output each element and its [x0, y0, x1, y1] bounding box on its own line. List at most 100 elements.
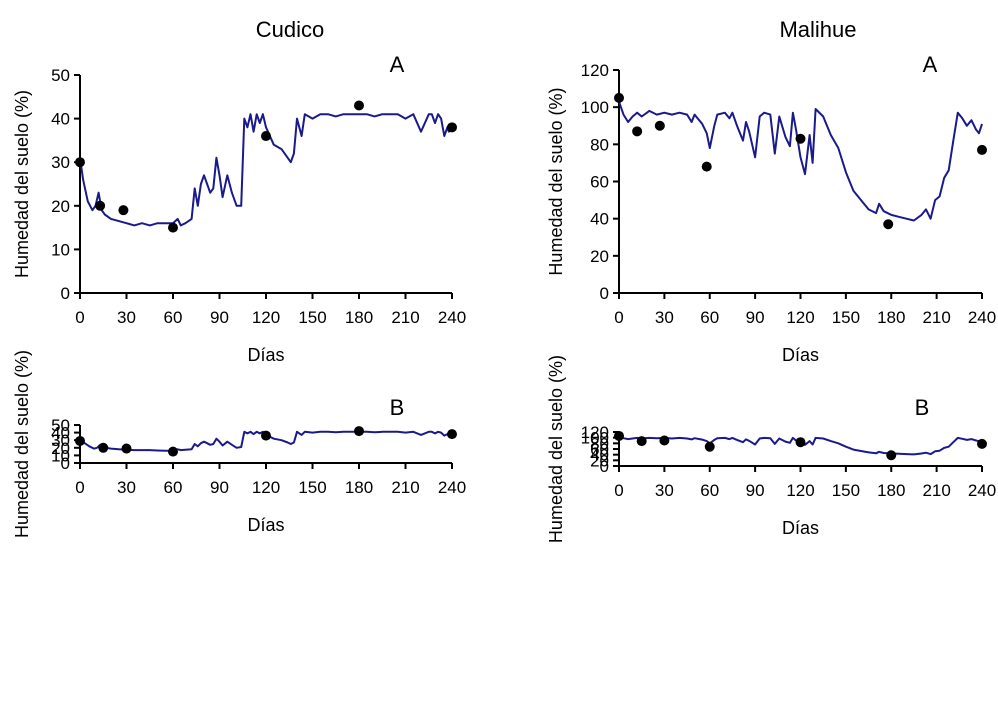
- data-point: [75, 435, 85, 446]
- x-axis-title: Días: [247, 345, 284, 365]
- x-tick-label: 30: [117, 478, 136, 497]
- x-tick-label: 120: [252, 308, 280, 327]
- y-tick-label: 120: [581, 61, 609, 80]
- y-tick-label: 60: [590, 440, 609, 459]
- x-axis-title: Días: [782, 518, 819, 538]
- x-tick-label: 240: [438, 308, 466, 327]
- y-tick-label: 30: [51, 431, 70, 450]
- x-tick-label: 0: [75, 478, 84, 497]
- y-tick-label: 0: [61, 454, 70, 473]
- y-tick-label: 0: [600, 284, 609, 303]
- x-tick-label: 90: [210, 308, 229, 327]
- y-tick-label: 100: [581, 98, 609, 117]
- data-point: [118, 205, 129, 216]
- data-point: [98, 442, 109, 453]
- series-line: [618, 435, 983, 456]
- data-point: [447, 429, 457, 440]
- y-tick-label: 30: [51, 153, 70, 172]
- y-tick-label: 120: [581, 423, 609, 442]
- x-axis-title: Días: [247, 515, 284, 535]
- x-tick-label: 180: [877, 481, 905, 500]
- y-tick-label: 50: [51, 66, 70, 85]
- x-tick-label: 0: [614, 308, 623, 327]
- x-tick-label: 180: [345, 478, 373, 497]
- y-tick-label: 0: [600, 457, 609, 476]
- data-point: [654, 120, 665, 131]
- x-tick-label: 210: [391, 308, 419, 327]
- y-axis-title: Humedad del suelo (%): [546, 87, 566, 275]
- x-tick-label: 30: [655, 308, 674, 327]
- y-tick-label: 100: [581, 429, 609, 448]
- x-tick-label: 0: [614, 481, 623, 500]
- y-tick-label: 80: [590, 434, 609, 453]
- data-point: [701, 161, 712, 172]
- y-axis-title: Humedad del suelo (%): [546, 355, 566, 543]
- x-tick-label: 210: [922, 481, 950, 500]
- y-tick-label: 50: [51, 416, 70, 435]
- x-tick-label: 150: [832, 481, 860, 500]
- data-point: [261, 131, 271, 142]
- panel-label: A: [390, 52, 405, 77]
- data-point: [795, 133, 806, 144]
- series-line: [79, 430, 452, 452]
- panel-label: B: [915, 395, 930, 420]
- data-point: [795, 437, 806, 448]
- chart-malihue-a: 0 20 40 60 80 100 120 0 30 60 90 120 150 180 210 240 Día…: [546, 52, 996, 365]
- data-point: [632, 126, 643, 137]
- panel-label: B: [390, 395, 405, 420]
- y-tick-label: 40: [51, 110, 70, 129]
- data-point: [75, 157, 85, 168]
- y-tick-label: 20: [51, 439, 70, 458]
- data-point: [704, 441, 715, 452]
- data-point: [614, 92, 624, 103]
- data-point: [614, 430, 624, 441]
- data-point: [447, 122, 457, 133]
- data-point: [354, 426, 364, 437]
- data-point: [168, 446, 178, 457]
- x-tick-label: 180: [345, 308, 373, 327]
- y-tick-label: 40: [590, 210, 609, 229]
- x-tick-label: 210: [391, 478, 419, 497]
- x-tick-label: 150: [832, 308, 860, 327]
- x-tick-label: 210: [922, 308, 950, 327]
- y-axis-title: Humedad del suelo (%): [12, 350, 32, 538]
- x-tick-label: 0: [75, 308, 84, 327]
- x-tick-label: 60: [700, 481, 719, 500]
- x-tick-label: 90: [210, 478, 229, 497]
- data-point: [354, 100, 364, 111]
- data-point: [886, 450, 897, 461]
- header-malihue: Malihue: [779, 17, 856, 42]
- y-tick-label: 0: [61, 284, 70, 303]
- x-tick-label: 180: [877, 308, 905, 327]
- x-tick-label: 90: [746, 308, 765, 327]
- data-point: [261, 430, 271, 441]
- x-tick-label: 30: [117, 308, 136, 327]
- y-tick-label: 40: [590, 446, 609, 465]
- x-tick-label: 120: [786, 308, 814, 327]
- data-point: [883, 219, 894, 230]
- x-tick-label: 60: [164, 308, 183, 327]
- x-tick-label: 150: [298, 308, 326, 327]
- x-tick-label: 60: [700, 308, 719, 327]
- series-line: [79, 113, 453, 227]
- data-point: [121, 443, 132, 454]
- x-tick-label: 90: [746, 481, 765, 500]
- y-tick-label: 20: [51, 197, 70, 216]
- x-tick-label: 150: [298, 478, 326, 497]
- chart-cudico-a: 0 10 20 30 40 50 0 30 60 90 120 150 180 210 240 Días Hum…: [12, 52, 466, 365]
- x-axis-title: Días: [782, 345, 819, 365]
- data-point: [977, 438, 987, 449]
- y-tick-label: 10: [51, 240, 70, 259]
- series-line: [618, 101, 983, 222]
- x-tick-label: 240: [968, 308, 996, 327]
- x-tick-label: 240: [968, 481, 996, 500]
- x-tick-label: 30: [655, 481, 674, 500]
- data-point: [977, 144, 987, 155]
- data-point: [659, 435, 670, 446]
- x-tick-label: 120: [786, 481, 814, 500]
- data-point: [168, 222, 178, 233]
- y-tick-label: 10: [51, 446, 70, 465]
